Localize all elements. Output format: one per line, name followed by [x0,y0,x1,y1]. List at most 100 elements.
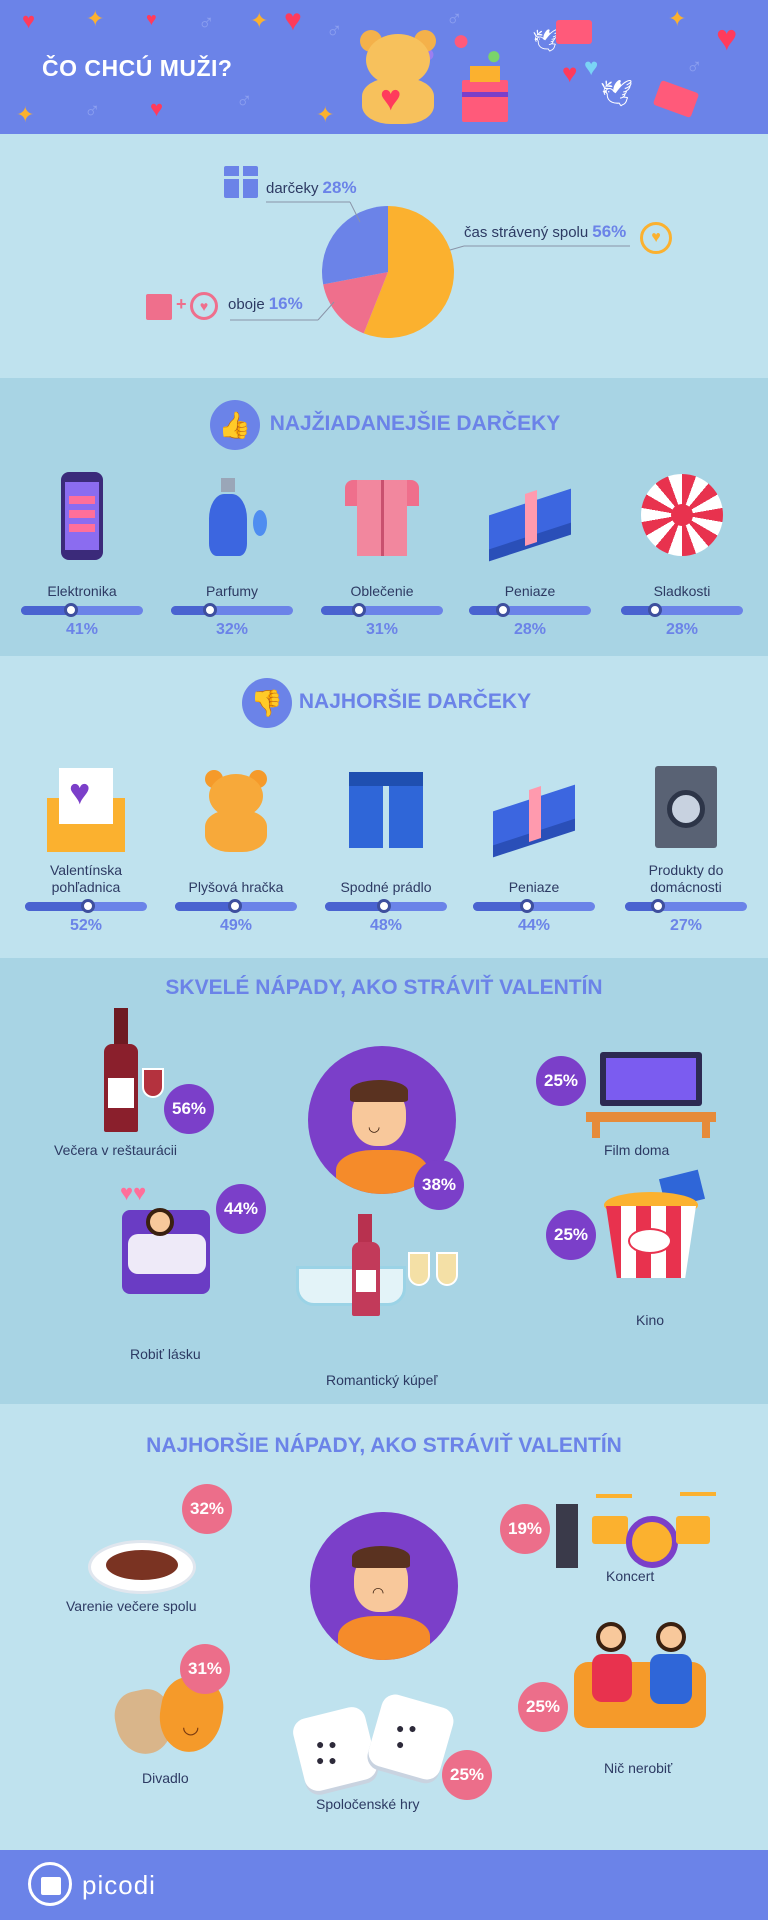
idea-label-bath: Romantický kúpeľ [326,1372,438,1388]
bed-couple-icon: ♥♥ [116,1180,214,1294]
pie-slice-2 [322,206,388,285]
footer: picodi [0,1850,768,1920]
male-symbol-icon: ♂ [84,98,101,123]
picodi-logo-icon [28,1862,72,1906]
heart-icon: ♥ [146,9,157,29]
confetti-icon: ✦ [16,102,35,127]
thumbs-down-icon: 👎 [242,678,292,728]
heart-balloon-icon: ♥ [584,54,599,81]
time-heart-icon: ♥ [190,292,218,320]
dice-icon: ● ● ● ● ● ● ● [290,1691,457,1794]
gift-item-underwear: Spodné prádlo 48% [324,766,448,935]
gift-item-clothing: Oblečenie 31% [320,470,444,639]
bath-champagne-icon [296,1214,466,1316]
idea-label-love: Robiť lásku [130,1346,201,1362]
idea-label-board-games: Spoločenské hry [316,1796,420,1812]
grumpy-man-avatar: ◠ [310,1512,458,1660]
gift-percent: 32% [215,621,249,638]
confetti-icon: ✦ [250,8,269,33]
header-banner: ♥ ♥ ♂ ✦ ✦ ♥ ♂ ♥ ♂ ♂ ✦ ✦ ♂ ✦ ♂ ♥ ♥ ♥ ● ● … [0,0,768,134]
gift-label: Parfumy [205,583,259,599]
gift-percent: 49% [219,917,253,934]
theatre-masks-icon: ◡ [109,1673,228,1760]
idea-label-nothing: Nič nerobiť [604,1760,673,1776]
best-gifts-section: 👍 NAJŽIADANEJŠIE DARČEKY Elektronika 41%… [0,378,768,656]
idea-percent-badge: 31% [180,1644,230,1694]
balloon-icon: ● [452,24,471,57]
couple-sofa-icon [566,1622,714,1748]
brand-name: picodi [82,1870,156,1900]
male-symbol-icon: ♂ [198,10,215,35]
male-symbol-icon: ♂ [686,54,703,79]
gift-label: Sladkosti [653,583,711,599]
gift-bar [171,603,293,617]
gift-icon [224,166,258,198]
gift-percent: 27% [669,917,703,934]
lollipop-icon [637,470,727,560]
time-heart-icon: ♥ [640,222,672,254]
bar-knob [496,603,511,617]
gift-label: Peniaze [508,879,560,895]
idea-label-restaurant: Večera v reštaurácii [54,1142,177,1158]
gift-label: Peniaze [504,583,556,599]
idea-label-cinema: Kino [636,1312,665,1328]
bar-knob [203,603,218,617]
gift-bar [469,603,591,617]
gift-bar [625,899,747,913]
gift-label: Produkty do domácnosti [648,862,724,895]
bar-knob [519,899,534,913]
male-symbol-icon: ♂ [236,88,253,113]
worst-gifts-section: 👎 NAJHORŠIE DARČEKY ♥ Valentínska pohľad… [0,656,768,958]
popcorn-icon [598,1169,710,1278]
bar-knob [648,603,663,617]
idea-label-concert: Koncert [606,1568,655,1584]
gift-item-electronics: Elektronika 41% [20,470,144,639]
heart-balloon-icon: ♥ [562,58,578,88]
gift-item-household: Produkty do domácnosti 27% [624,766,748,935]
idea-percent-badge: 32% [182,1484,232,1534]
good-ideas-title: SKVELÉ NÁPADY, AKO STRÁVIŤ VALENTÍN [165,976,603,999]
pie-label-time: čas strávený spolu 56% [464,222,627,241]
gift-percent: 48% [369,917,403,934]
pie-chart-section: darčeky 28% čas strávený spolu 56% ♥ oboje… [0,134,768,378]
gift-percent: 28% [665,621,699,638]
idea-percent-badge: 25% [442,1750,492,1800]
idea-label-movie: Film doma [604,1142,670,1158]
steak-plate-icon [88,1540,196,1594]
drum-kit-icon [556,1486,720,1568]
bar-knob [351,603,366,617]
gift-label: Elektronika [47,583,117,599]
gift-item-plush: Plyšová hračka 49% [174,766,298,935]
idea-label-theatre: Divadlo [142,1770,189,1786]
money-stack-icon [489,766,579,858]
pie-label-both: oboje 16% [228,294,303,313]
idea-label-cooking: Varenie večere spolu [66,1598,197,1614]
bar-knob [64,603,79,617]
page-title: ČO CHCÚ MUŽI? [42,55,233,81]
valentine-card-icon: ♥ [41,766,131,856]
thumbs-up-icon: 👍 [210,400,260,450]
gift-percent: 28% [513,621,547,638]
gift-icon [146,294,172,320]
love-letter-icon [556,20,592,44]
confetti-icon: ✦ [668,6,687,31]
balloon-icon: ● [486,40,502,70]
gift-percent: 52% [69,917,103,934]
male-symbol-icon: ♂ [446,6,463,31]
shirt-icon [337,470,427,560]
smartphone-icon [37,470,127,560]
plush-bear-icon [191,766,281,856]
gift-percent: 44% [517,917,551,934]
gift-bar [21,603,143,617]
bad-ideas-title: NAJHORŠIE NÁPADY, AKO STRÁVIŤ VALENTÍN [146,1434,622,1457]
wine-bottle-icon [100,1008,164,1134]
dove-icon: 🕊 [600,78,634,108]
love-letter-icon [652,79,700,119]
gift-percent: 31% [365,621,399,638]
good-ideas-section: SKVELÉ NÁPADY, AKO STRÁVIŤ VALENTÍN 56% … [0,958,768,1404]
gift-bar [25,899,147,913]
idea-percent-badge: 25% [518,1682,568,1732]
pie-label-gifts: darčeky 28% [266,178,357,197]
pie-slice-1 [323,272,388,334]
confetti-icon: ✦ [316,102,335,127]
